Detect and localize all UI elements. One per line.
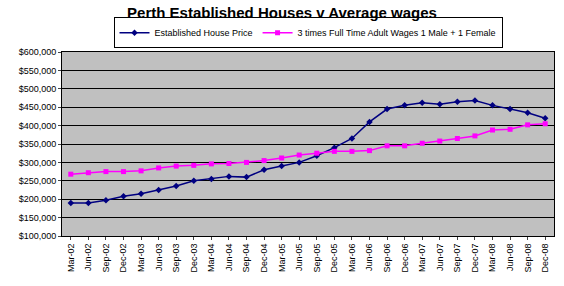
svg-text:Sep-06: Sep-06 bbox=[382, 244, 392, 273]
svg-text:Mar-03: Mar-03 bbox=[136, 244, 146, 273]
svg-text:Jun-08: Jun-08 bbox=[505, 244, 515, 272]
svg-text:Mar-04: Mar-04 bbox=[206, 244, 216, 273]
svg-text:Dec-04: Dec-04 bbox=[259, 244, 269, 273]
svg-text:Jun-07: Jun-07 bbox=[435, 244, 445, 272]
svg-text:Dec-07: Dec-07 bbox=[470, 244, 480, 273]
svg-text:Established House Price: Established House Price bbox=[155, 28, 253, 38]
svg-text:Mar-06: Mar-06 bbox=[347, 244, 357, 273]
svg-text:$400,000: $400,000 bbox=[19, 121, 57, 131]
svg-text:Jun-06: Jun-06 bbox=[364, 244, 374, 272]
svg-text:Mar-02: Mar-02 bbox=[66, 244, 76, 273]
svg-text:3 times Full Time Adult Wages: 3 times Full Time Adult Wages 1 Male + 1… bbox=[298, 28, 496, 38]
svg-text:$200,000: $200,000 bbox=[19, 194, 57, 204]
svg-text:$600,000: $600,000 bbox=[19, 47, 57, 57]
svg-text:$450,000: $450,000 bbox=[19, 102, 57, 112]
svg-text:Jun-02: Jun-02 bbox=[83, 244, 93, 272]
svg-text:Mar-07: Mar-07 bbox=[417, 244, 427, 273]
svg-text:Dec-06: Dec-06 bbox=[400, 244, 410, 273]
svg-text:Jun-05: Jun-05 bbox=[294, 244, 304, 272]
svg-text:Sep-08: Sep-08 bbox=[523, 244, 533, 273]
svg-text:Sep-04: Sep-04 bbox=[241, 244, 251, 273]
svg-text:Dec-05: Dec-05 bbox=[329, 244, 339, 273]
svg-text:Dec-08: Dec-08 bbox=[540, 244, 550, 273]
svg-text:Mar-08: Mar-08 bbox=[487, 244, 497, 273]
svg-text:Jun-03: Jun-03 bbox=[154, 244, 164, 272]
svg-text:$150,000: $150,000 bbox=[19, 213, 57, 223]
svg-text:$350,000: $350,000 bbox=[19, 139, 57, 149]
svg-text:Sep-03: Sep-03 bbox=[171, 244, 181, 273]
svg-text:$300,000: $300,000 bbox=[19, 158, 57, 168]
svg-text:$500,000: $500,000 bbox=[19, 84, 57, 94]
svg-text:Perth Established Houses v Ave: Perth Established Houses v Average wages bbox=[127, 4, 437, 21]
svg-text:Mar-05: Mar-05 bbox=[277, 244, 287, 273]
svg-text:Jun-04: Jun-04 bbox=[224, 244, 234, 272]
svg-text:$250,000: $250,000 bbox=[19, 176, 57, 186]
svg-text:Sep-05: Sep-05 bbox=[312, 244, 322, 273]
svg-text:Sep-07: Sep-07 bbox=[452, 244, 462, 273]
svg-text:$550,000: $550,000 bbox=[19, 66, 57, 76]
svg-text:Sep-02: Sep-02 bbox=[101, 244, 111, 273]
svg-text:Dec-03: Dec-03 bbox=[189, 244, 199, 273]
svg-text:$100,000: $100,000 bbox=[19, 231, 57, 241]
svg-text:Dec-02: Dec-02 bbox=[118, 244, 128, 273]
